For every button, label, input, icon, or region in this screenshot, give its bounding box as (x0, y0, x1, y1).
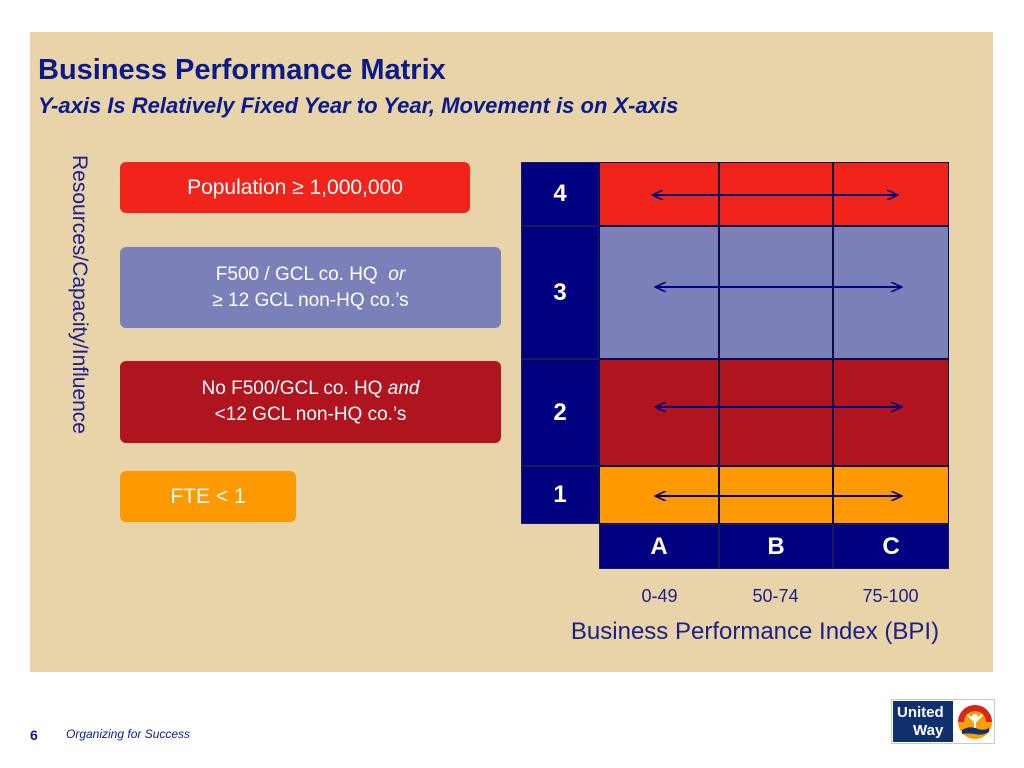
legend-level-3: No F500/GCL co. HQF500 / GCL co. HQ or ≥… (120, 247, 501, 328)
matrix-cell-3-b (719, 226, 833, 359)
logo-wordmark: United Way (893, 701, 953, 742)
matrix-row-label-1: 1 (521, 466, 599, 524)
matrix-cell-3-c (833, 226, 949, 359)
legend-level-3-line1: F500 / GCL co. HQ (215, 263, 378, 285)
matrix-row-label-4: 4 (521, 162, 599, 226)
legend-level-3-line2: ≥ 12 GCL non-HQ co.’s (212, 289, 409, 311)
matrix-row-label-2: 2 (521, 359, 599, 466)
legend-level-2: No F500/GCL co. HQ and <12 GCL non-HQ co… (120, 361, 501, 443)
legend-level-1: FTE < 1 (120, 471, 296, 522)
footer-text: Organizing for Success (66, 727, 191, 741)
matrix-col-label-c: C (833, 524, 949, 569)
legend-level-2-line2: <12 GCL non-HQ co.’s (214, 404, 407, 425)
legend-level-1-text: FTE < 1 (170, 484, 246, 508)
legend-level-3-conjunction: or (388, 263, 406, 285)
matrix-cell-2-a (599, 359, 719, 466)
matrix-cell-2-b (719, 359, 833, 466)
legend-level-2-line1: No F500/GCL co. HQ (201, 378, 383, 399)
logo-line-1: United (897, 703, 944, 721)
page-subtitle: Y-axis Is Relatively Fixed Year to Year,… (38, 93, 679, 118)
legend-level-2-conjunction: and (387, 378, 420, 399)
page-title: Business Performance Matrix (38, 54, 446, 86)
bpi-range-a: 0-49 (641, 586, 678, 606)
legend-level-4-text: Population ≥ 1,000,000 (187, 175, 403, 199)
page-number: 6 (30, 727, 38, 743)
matrix-cell-3-a (599, 226, 719, 359)
x-axis-label: Business Performance Index (BPI) (570, 618, 940, 645)
united-way-hand-icon (958, 705, 992, 739)
legend-level-4: Population ≥ 1,000,000 (120, 162, 470, 213)
matrix-col-label-a: A (599, 524, 719, 569)
bpi-range-c: 75-100 (862, 586, 919, 606)
united-way-logo: United Way (891, 699, 995, 744)
matrix-col-label-b: B (719, 524, 833, 569)
bpi-range-b: 50-74 (752, 586, 799, 606)
matrix-row-label-3: 3 (521, 226, 599, 359)
matrix-cell-2-c (833, 359, 949, 466)
logo-line-2: Way (913, 721, 944, 739)
